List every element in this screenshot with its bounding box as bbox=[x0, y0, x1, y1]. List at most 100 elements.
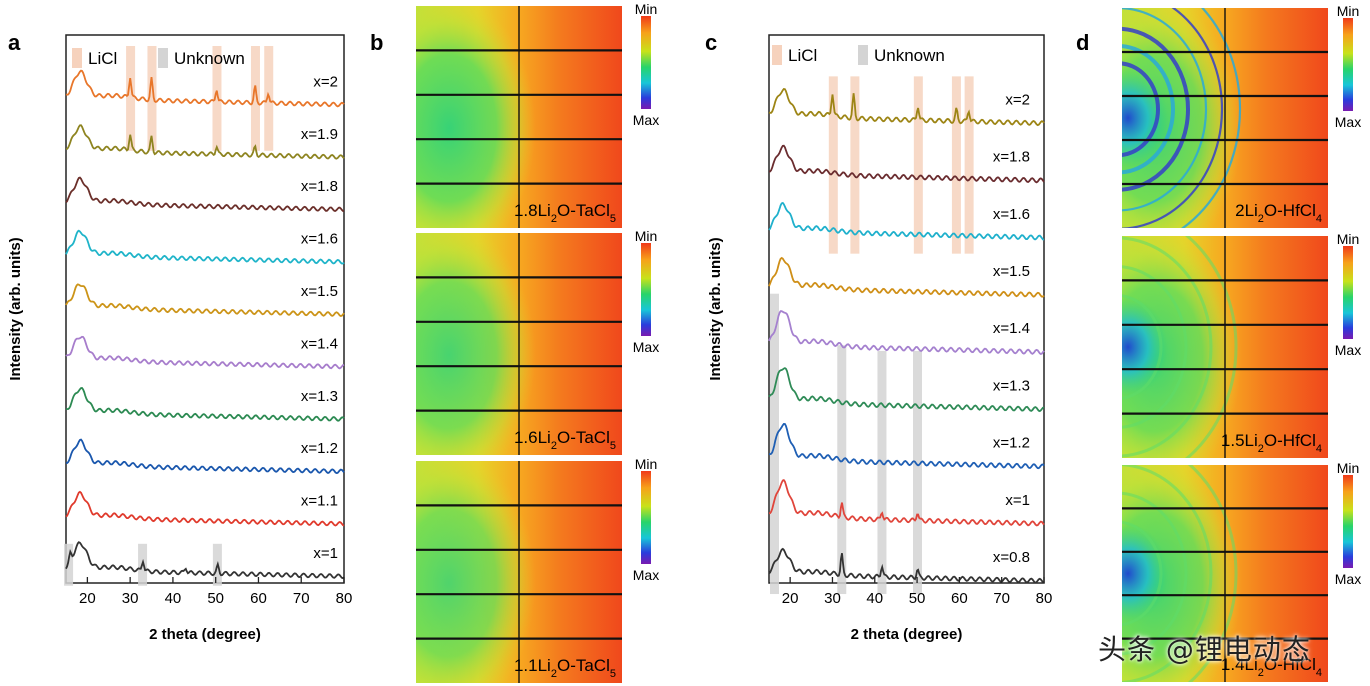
x-tick-label: 40 bbox=[866, 590, 883, 607]
x-tick-label: 30 bbox=[824, 590, 841, 607]
legend-swatch-licl bbox=[72, 48, 82, 68]
panel-letter-b: b bbox=[370, 30, 383, 55]
series-label-x=1.1: x=1.1 bbox=[301, 493, 338, 510]
series-line-x=1 bbox=[768, 479, 1045, 527]
series-label-x=1.2: x=1.2 bbox=[301, 440, 338, 457]
series-label-x=2: x=2 bbox=[313, 73, 338, 90]
d-heatmap-0: 2Li2O-HfCl4 Min Max bbox=[1122, 3, 1361, 228]
colorbar bbox=[1343, 246, 1353, 339]
y-axis-label: Intensity (arb. units) bbox=[7, 237, 24, 380]
panel-letter-a: a bbox=[8, 30, 21, 55]
colorbar bbox=[641, 16, 651, 109]
series-label-x=1.8: x=1.8 bbox=[993, 149, 1030, 166]
heatmap-column-b: 1.8Li2O-TaCl5MinMax1.6Li2O-TaCl5MinMax1.… bbox=[416, 1, 659, 683]
xrd-plot-c: x=2 x=1.8 x=1.6 x=1.5 x=1.4 x=1.3 x=1.2 x=1 x=0.… bbox=[707, 34, 1053, 643]
unknown-band bbox=[877, 350, 887, 595]
unknown-band bbox=[64, 543, 74, 586]
colorbar-max-label: Max bbox=[633, 339, 659, 355]
panel-letter-d: d bbox=[1076, 30, 1089, 55]
licl-band bbox=[913, 76, 923, 254]
panel-letter-c: c bbox=[705, 30, 717, 55]
series-label-x=2: x=2 bbox=[1005, 91, 1030, 108]
series-line-x=1.9 bbox=[66, 124, 345, 160]
licl-band bbox=[147, 46, 157, 151]
series-label-x=1.3: x=1.3 bbox=[993, 377, 1030, 394]
x-tick-label: 70 bbox=[293, 590, 310, 607]
unknown-band bbox=[913, 350, 922, 595]
xrd-plot-a: x=2 x=1.9 x=1.8 x=1.6 x=1.5 x=1.4 x=1.3 x=1.2 x=… bbox=[7, 34, 352, 643]
series-line-x=0.8 bbox=[768, 547, 1045, 584]
series-line-x=1.6 bbox=[65, 229, 345, 265]
x-tick-label: 40 bbox=[165, 590, 182, 607]
series-line-x=1.1 bbox=[65, 490, 345, 527]
x-tick-label: 70 bbox=[993, 590, 1010, 607]
map-sample-label: 1.1Li2O-TaCl5 bbox=[514, 656, 616, 680]
colorbar bbox=[1343, 18, 1353, 111]
series-line-x=1.5 bbox=[65, 283, 345, 317]
series-label-x=1.9: x=1.9 bbox=[301, 126, 338, 143]
x-tick-label: 50 bbox=[207, 590, 224, 607]
series-line-x=1.5 bbox=[768, 256, 1045, 298]
legend-label-unknown: Unknown bbox=[874, 46, 945, 65]
d-heatmap-1: 1.5Li2O-HfCl4 Min Max bbox=[1122, 231, 1361, 458]
b-heatmap-0: 1.8Li2O-TaCl5 Min Max bbox=[416, 1, 659, 228]
licl-band bbox=[850, 76, 860, 254]
series-line-x=1.4 bbox=[65, 335, 345, 370]
licl-band bbox=[951, 76, 961, 254]
licl-band bbox=[964, 76, 974, 254]
colorbar-max-label: Max bbox=[633, 112, 659, 128]
map-sample-label: 2Li2O-HfCl4 bbox=[1235, 201, 1322, 225]
heatmap-column-d: 2Li2O-HfCl4MinMax1.5Li2O-HfCl4MinMax1.4L… bbox=[1122, 3, 1361, 682]
x-axis-label: 2 theta (degree) bbox=[149, 626, 261, 643]
series-line-x=1.2 bbox=[768, 422, 1045, 470]
colorbar-max-label: Max bbox=[1335, 114, 1361, 130]
series-label-x=1.6: x=1.6 bbox=[993, 206, 1030, 223]
colorbar bbox=[641, 243, 651, 336]
series-label-x=0.8: x=0.8 bbox=[993, 549, 1030, 566]
y-axis-label: Intensity (arb. units) bbox=[707, 237, 724, 380]
plot-frame bbox=[65, 34, 345, 584]
x-tick-label: 50 bbox=[909, 590, 926, 607]
x-tick-label: 30 bbox=[122, 590, 139, 607]
series-line-x=1.3 bbox=[768, 367, 1045, 413]
legend-label-licl: LiCl bbox=[788, 46, 817, 65]
map-sample-label: 1.5Li2O-HfCl4 bbox=[1221, 431, 1322, 455]
licl-band bbox=[828, 76, 838, 254]
x-tick-label: 80 bbox=[1036, 590, 1053, 607]
colorbar-min-label: Min bbox=[1337, 3, 1360, 19]
licl-band bbox=[250, 46, 260, 151]
x-axis-label: 2 theta (degree) bbox=[851, 626, 963, 643]
series-line-x=1.4 bbox=[768, 310, 1045, 356]
colorbar bbox=[1343, 475, 1353, 568]
series-line-x=1.2 bbox=[65, 438, 345, 475]
series-label-x=1.3: x=1.3 bbox=[301, 388, 338, 405]
map-sample-label: 1.6Li2O-TaCl5 bbox=[514, 428, 616, 452]
x-tick-label: 60 bbox=[250, 590, 267, 607]
legend-swatch-unknown bbox=[858, 45, 868, 65]
legend-label-unknown: Unknown bbox=[174, 49, 245, 68]
legend-label-licl: LiCl bbox=[88, 49, 117, 68]
series-label-x=1.2: x=1.2 bbox=[993, 435, 1030, 452]
legend-swatch-unknown bbox=[158, 48, 168, 68]
legend-swatch-licl bbox=[772, 45, 782, 65]
colorbar-min-label: Min bbox=[635, 228, 658, 244]
map-sample-label: 1.8Li2O-TaCl5 bbox=[514, 201, 616, 225]
colorbar-min-label: Min bbox=[1337, 460, 1360, 476]
colorbar-min-label: Min bbox=[635, 1, 658, 17]
x-tick-label: 20 bbox=[79, 590, 96, 607]
plot-frame bbox=[768, 34, 1045, 584]
colorbar-max-label: Max bbox=[1335, 571, 1361, 587]
series-line-x=1 bbox=[65, 541, 345, 580]
series-line-x=1.3 bbox=[65, 387, 345, 422]
series-label-x=1.4: x=1.4 bbox=[993, 320, 1030, 337]
licl-band bbox=[212, 46, 222, 151]
watermark: 头条 @锂电动态 bbox=[1098, 633, 1311, 666]
x-tick-label: 20 bbox=[782, 590, 799, 607]
colorbar-min-label: Min bbox=[1337, 231, 1360, 247]
b-heatmap-1: 1.6Li2O-TaCl5 Min Max bbox=[416, 228, 659, 455]
licl-band bbox=[126, 46, 136, 151]
b-heatmap-2: 1.1Li2O-TaCl5 Min Max bbox=[416, 456, 659, 683]
series-line-x=1.6 bbox=[768, 201, 1045, 241]
unknown-band bbox=[837, 345, 847, 595]
